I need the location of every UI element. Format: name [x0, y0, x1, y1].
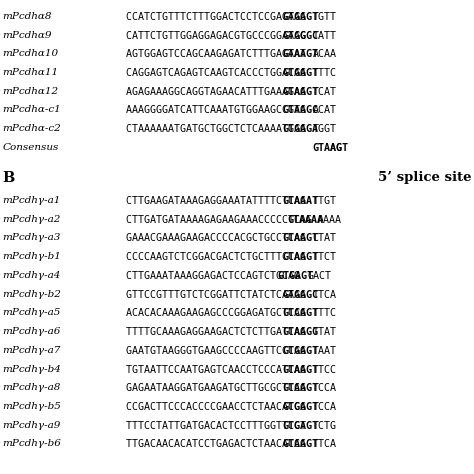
Text: CTTGAAGATAAAGAGGAAATATTTTCTCAG: CTTGAAGATAAAGAGGAAATATTTTCTCAG [126, 196, 311, 206]
Text: GTAAAT: GTAAAT [282, 196, 318, 206]
Text: B: B [2, 171, 15, 185]
Text: TATT: TATT [312, 30, 337, 41]
Text: CTAAAAAATGATGCTGGCTCTCAAAATGAG: CTAAAAAATGATGCTGGCTCTCAAAATGAG [126, 124, 311, 134]
Text: GTGAGT: GTGAGT [282, 420, 318, 431]
Text: Consensus: Consensus [2, 143, 59, 152]
Text: CTTGATGATAAAAGAGAAGAAACCCCCTCAG: CTTGATGATAAAAGAGAAGAAACCCCCTCAG [126, 215, 318, 225]
Text: CTAT: CTAT [312, 233, 337, 244]
Text: 5’ splice site: 5’ splice site [378, 171, 472, 184]
Text: CCCCAAGTCTCGGACGACTCTGCTTTCCAG: CCCCAAGTCTCGGACGACTCTGCTTTCCAG [126, 252, 311, 262]
Text: GTAAGT: GTAAGT [282, 365, 318, 374]
Text: mPcdhγ-a2: mPcdhγ-a2 [2, 215, 61, 224]
Text: TCCA: TCCA [312, 402, 337, 412]
Text: mPcdhα11: mPcdhα11 [2, 68, 58, 77]
Text: GAATGTAAGGGTGAAGCCCCAAGTTCCCAG: GAATGTAAGGGTGAAGCCCCAAGTTCCCAG [126, 346, 311, 356]
Text: CATTCTGTTGGAGGAGACGTGCCCGGAAAG: CATTCTGTTGGAGGAGACGTGCCCGGAAAG [126, 30, 311, 41]
Text: GTCAGT: GTCAGT [282, 308, 318, 319]
Text: mPcdhγ-a3: mPcdhγ-a3 [2, 233, 61, 242]
Text: TTCT: TTCT [312, 252, 337, 262]
Text: TTCC: TTCC [312, 365, 337, 374]
Text: GTGAGA: GTGAGA [282, 124, 318, 134]
Text: mPcdhγ-a9: mPcdhγ-a9 [2, 420, 61, 429]
Text: mPcdhγ-b5: mPcdhγ-b5 [2, 402, 61, 411]
Text: TCCA: TCCA [312, 383, 337, 393]
Text: GTAAGT: GTAAGT [282, 87, 318, 97]
Text: mPcdhγ-a8: mPcdhγ-a8 [2, 383, 61, 392]
Text: mPcdhα-c1: mPcdhα-c1 [2, 106, 61, 114]
Text: CCATCTGTTTCTTTGGACTCCTCCGAGAAG: CCATCTGTTTCTTTGGACTCCTCCGAGAAG [126, 12, 311, 22]
Text: mPcdhα8: mPcdhα8 [2, 12, 52, 21]
Text: TTCA: TTCA [312, 290, 337, 300]
Text: GTTCCGTTTGTCTCGGATTCTATCTCAAAG: GTTCCGTTTGTCTCGGATTCTATCTCAAAG [126, 290, 311, 300]
Text: AAAA: AAAA [318, 215, 341, 225]
Text: GTAAAA: GTAAAA [287, 215, 323, 225]
Text: mPcdhα10: mPcdhα10 [2, 49, 58, 58]
Text: AAAGGGGATCATTCAAATGTGGAAGCCGTG: AAAGGGGATCATTCAAATGTGGAAGCCGTG [126, 106, 311, 116]
Text: mPcdhγ-b6: mPcdhγ-b6 [2, 439, 61, 448]
Text: GACT: GACT [307, 271, 331, 281]
Text: mPcdhγ-b2: mPcdhγ-b2 [2, 290, 61, 299]
Text: GTAAGT: GTAAGT [282, 252, 318, 262]
Text: CCGACTTCCCACCCCGAACCTCTAACACCG: CCGACTTCCCACCCCGAACCTCTAACACCG [126, 402, 311, 412]
Text: GTAAGT: GTAAGT [312, 143, 348, 153]
Text: GTGAGT: GTGAGT [277, 271, 313, 281]
Text: TTTCCTATTGATGACACTCCTTTGGTTCCT: TTTCCTATTGATGACACTCCTTTGGTTCCT [126, 420, 311, 431]
Text: GTAAGT: GTAAGT [282, 439, 318, 449]
Text: TCAT: TCAT [312, 87, 337, 97]
Text: GTAAGG: GTAAGG [282, 327, 318, 337]
Text: TTCA: TTCA [312, 439, 337, 449]
Text: TTGT: TTGT [312, 196, 337, 206]
Text: GTGGGC: GTGGGC [282, 30, 318, 41]
Text: mPcdhγ-a7: mPcdhγ-a7 [2, 346, 61, 355]
Text: TGTAATTCCAATGAGTCAACCTCCCATCAG: TGTAATTCCAATGAGTCAACCTCCCATCAG [126, 365, 311, 374]
Text: ACAT: ACAT [312, 106, 337, 116]
Text: mPcdhγ-a5: mPcdhγ-a5 [2, 308, 61, 317]
Text: TTGACAACACATCCTGAGACTCTAACACCG: TTGACAACACATCCTGAGACTCTAACACCG [126, 439, 311, 449]
Text: GTAAGT: GTAAGT [282, 49, 318, 59]
Text: GTAAGT: GTAAGT [282, 383, 318, 393]
Text: GTGAGT: GTGAGT [282, 346, 318, 356]
Text: GTGAGC: GTGAGC [282, 290, 318, 300]
Text: mPcdhγ-a4: mPcdhγ-a4 [2, 271, 61, 280]
Text: GTGAGT: GTGAGT [282, 12, 318, 22]
Text: mPcdhγ-b1: mPcdhγ-b1 [2, 252, 61, 261]
Text: mPcdhγ-a6: mPcdhγ-a6 [2, 327, 61, 336]
Text: ACACAСAAAGAAGAGCCCGGAGATGCTCAG: ACACAСAAAGAAGAGCCCGGAGATGCTCAG [126, 308, 311, 319]
Text: AGTGGAGTCCAGCAAGAGATCTTTGAGAAT: AGTGGAGTCCAGCAAGAGATCTTTGAGAAT [126, 49, 311, 59]
Text: GTAAGT: GTAAGT [282, 233, 318, 244]
Text: TTTC: TTTC [312, 308, 337, 319]
Text: ACAA: ACAA [312, 49, 337, 59]
Text: TGTT: TGTT [312, 12, 337, 22]
Text: TTTTGCAAAGAGGAAGACTCTCTTGATCAG: TTTTGCAAAGAGGAAGACTCTCTTGATCAG [126, 327, 311, 337]
Text: TGGT: TGGT [312, 124, 337, 134]
Text: mPcdhα9: mPcdhα9 [2, 30, 52, 39]
Text: CAGGAGTCAGAGTCAAGTCACCCTGGACAG: CAGGAGTCAGAGTCAAGTCACCCTGGACAG [126, 68, 311, 78]
Text: TAAT: TAAT [312, 346, 337, 356]
Text: mPcdhα-c2: mPcdhα-c2 [2, 124, 61, 133]
Text: GTAAGC: GTAAGC [282, 106, 318, 116]
Text: TTTC: TTTC [312, 68, 337, 78]
Text: GTGAGT: GTGAGT [282, 402, 318, 412]
Text: mPcdhα12: mPcdhα12 [2, 87, 58, 96]
Text: mPcdhγ-a1: mPcdhγ-a1 [2, 196, 61, 205]
Text: CTTGAAATAAAGGAGACTCCAGTCTGCAG: CTTGAAATAAAGGAGACTCCAGTCTGCAG [126, 271, 306, 281]
Text: AGAGAAAGGCAGGTAGAACATTTGAAAGAG: AGAGAAAGGCAGGTAGAACATTTGAAAGAG [126, 87, 311, 97]
Text: TTAT: TTAT [312, 327, 337, 337]
Text: mPcdhγ-b4: mPcdhγ-b4 [2, 365, 61, 374]
Text: GAGAATAAGGATGAAGATGCTTGCGCTCCG: GAGAATAAGGATGAAGATGCTTGCGCTCCG [126, 383, 311, 393]
Text: GTGAGT: GTGAGT [282, 68, 318, 78]
Text: GAAACGAAAGAAGACCCCACGCTGCCTCAG: GAAACGAAAGAAGACCCCACGCTGCCTCAG [126, 233, 311, 244]
Text: TCTG: TCTG [312, 420, 337, 431]
Text: AG: AG [126, 143, 347, 153]
